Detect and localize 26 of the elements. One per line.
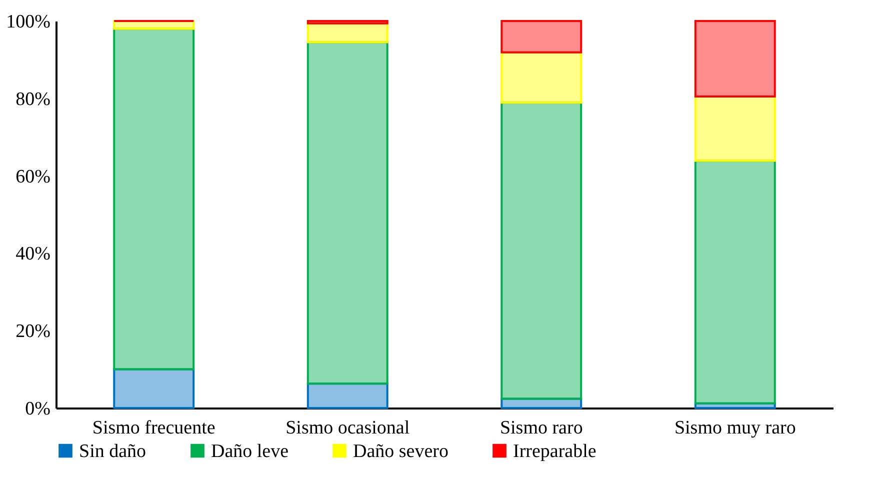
- bar: [306, 22, 388, 44]
- legend-label: Sin daño: [79, 440, 146, 462]
- bar: [694, 95, 776, 162]
- x-tick-label: Sismo muy raro: [674, 418, 796, 438]
- bar: [306, 20, 388, 24]
- legend-label: Irreparable: [513, 440, 596, 462]
- bar: [694, 20, 776, 98]
- y-tick-label: 0%: [25, 398, 51, 420]
- bar: [694, 160, 776, 404]
- y-tick-label: 20%: [16, 321, 51, 342]
- bar: [500, 102, 582, 400]
- legend-label: Daño leve: [211, 440, 289, 462]
- bar: [306, 41, 388, 385]
- x-tick-label: Sismo raro: [500, 418, 583, 438]
- x-tick-label: Sismo frecuente: [92, 418, 216, 438]
- y-tick-label: 40%: [16, 244, 51, 265]
- y-tick-label: 100%: [6, 12, 51, 32]
- bar: [306, 382, 388, 409]
- y-tick-label: 80%: [16, 88, 51, 110]
- bar: [500, 20, 582, 54]
- x-tick-label: Sismo ocasional: [286, 418, 410, 438]
- y-tick-label: 60%: [16, 166, 51, 188]
- bar: [113, 28, 195, 370]
- bar: [113, 368, 195, 409]
- bar: [500, 51, 582, 104]
- legend-label: Daño severo: [353, 440, 448, 462]
